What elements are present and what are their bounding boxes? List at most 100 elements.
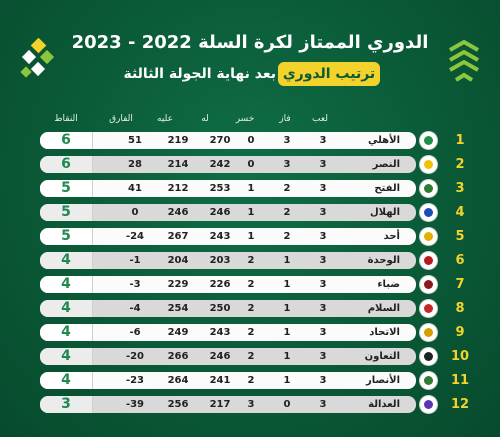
cell-won: 1 xyxy=(283,303,291,314)
cell-team: الوحدة xyxy=(367,255,400,266)
rank-number: 11 xyxy=(450,373,470,388)
cell-for: 226 xyxy=(209,279,231,290)
cell-against: 256 xyxy=(167,399,189,410)
header-won: فاز xyxy=(279,114,291,124)
cell-diff: -20 xyxy=(125,351,145,362)
points-box xyxy=(40,348,93,365)
rank-number: 12 xyxy=(450,397,470,412)
cell-lost: 2 xyxy=(247,327,255,338)
cell-played: 3 xyxy=(319,279,327,290)
cell-diff: 51 xyxy=(128,135,142,146)
table-row: 4 -6 249 243 2 1 3 الاتحاد xyxy=(40,324,416,341)
cell-for: 270 xyxy=(209,135,231,146)
cell-won: 2 xyxy=(283,207,291,218)
header-lost: خسر xyxy=(235,114,255,124)
rank-number: 3 xyxy=(455,181,465,196)
cell-team: العدالة xyxy=(368,399,400,410)
cell-lost: 2 xyxy=(247,279,255,290)
standings-badge: ترتيب الدوري xyxy=(278,62,380,86)
points-box xyxy=(40,276,93,293)
rank-number: 5 xyxy=(455,229,465,244)
cell-lost: 1 xyxy=(247,207,255,218)
team-logo-icon xyxy=(420,252,437,269)
cell-points: 4 xyxy=(61,252,71,268)
header-played: لعب xyxy=(312,114,328,124)
cell-for: 246 xyxy=(209,351,231,362)
rank-number: 10 xyxy=(450,349,470,364)
cell-won: 3 xyxy=(283,159,291,170)
cell-against: 254 xyxy=(167,303,189,314)
cell-for: 253 xyxy=(209,183,231,194)
table-row: 4 -20 266 246 2 1 3 التعاون xyxy=(40,348,416,365)
cell-played: 3 xyxy=(319,255,327,266)
cell-played: 3 xyxy=(319,375,327,386)
cell-for: 243 xyxy=(209,231,231,242)
team-logo-icon xyxy=(420,348,437,365)
diamond-cluster-icon xyxy=(20,38,55,78)
header-against: عليه xyxy=(157,114,173,124)
cell-won: 1 xyxy=(283,255,291,266)
cell-lost: 0 xyxy=(247,159,255,170)
rank-number: 2 xyxy=(455,157,465,172)
cell-played: 3 xyxy=(319,159,327,170)
table-row: 4 -1 204 203 2 1 3 الوحدة xyxy=(40,252,416,269)
points-box xyxy=(40,372,93,389)
cell-against: 267 xyxy=(167,231,189,242)
cell-won: 3 xyxy=(283,135,291,146)
cell-for: 203 xyxy=(209,255,231,266)
table-row: 4 -4 254 250 2 1 3 السلام xyxy=(40,300,416,317)
points-box xyxy=(40,396,93,413)
points-box xyxy=(40,252,93,269)
cell-lost: 2 xyxy=(247,303,255,314)
points-box xyxy=(40,132,93,149)
cell-points: 4 xyxy=(61,372,71,388)
cell-against: 249 xyxy=(167,327,189,338)
header-points: النقاط xyxy=(54,114,78,124)
rank-number: 6 xyxy=(455,253,465,268)
page-title: الدوري الممتاز لكرة السلة 2022 - 2023 xyxy=(71,32,429,53)
table-row: 5 -24 267 243 1 2 3 أحد xyxy=(40,228,416,245)
cell-for: 241 xyxy=(209,375,231,386)
cell-team: أحد xyxy=(383,231,400,242)
cell-against: 246 xyxy=(167,207,189,218)
cell-diff: -1 xyxy=(129,255,141,266)
cell-against: 204 xyxy=(167,255,189,266)
cell-points: 3 xyxy=(61,396,71,412)
cell-lost: 0 xyxy=(247,135,255,146)
cell-team: النصر xyxy=(372,159,400,170)
cell-diff: -24 xyxy=(125,231,145,242)
table-row: 4 -3 229 226 2 1 3 ضباء xyxy=(40,276,416,293)
cell-for: 243 xyxy=(209,327,231,338)
cell-for: 250 xyxy=(209,303,231,314)
cell-points: 4 xyxy=(61,300,71,316)
round-subtitle: بعد نهاية الجولة الثالثة xyxy=(123,66,276,82)
cell-points: 4 xyxy=(61,276,71,292)
team-logo-icon xyxy=(420,300,437,317)
chevron-tree-icon xyxy=(449,40,479,82)
cell-points: 6 xyxy=(61,156,71,172)
cell-team: الأنصار xyxy=(366,375,400,386)
team-logo-icon xyxy=(420,396,437,413)
cell-diff: -23 xyxy=(125,375,145,386)
cell-won: 1 xyxy=(283,351,291,362)
cell-played: 3 xyxy=(319,399,327,410)
cell-won: 1 xyxy=(283,327,291,338)
cell-lost: 2 xyxy=(247,351,255,362)
table-row: 4 -23 264 241 2 1 3 الأنصار xyxy=(40,372,416,389)
table-row: 3 -39 256 217 3 0 3 العدالة xyxy=(40,396,416,413)
header-diff: الفارق xyxy=(109,114,133,124)
points-box xyxy=(40,228,93,245)
team-logo-icon xyxy=(420,228,437,245)
subtitle-row: ترتيب الدوري بعد نهاية الجولة الثالثة xyxy=(0,62,500,88)
cell-against: 264 xyxy=(167,375,189,386)
table-row: 5 41 212 253 1 2 3 الفتح xyxy=(40,180,416,197)
cell-lost: 2 xyxy=(247,375,255,386)
cell-diff: 41 xyxy=(128,183,142,194)
cell-diff: 0 xyxy=(131,207,139,218)
table-row: 6 51 219 270 0 3 3 الأهلي xyxy=(40,132,416,149)
cell-diff: 28 xyxy=(128,159,142,170)
cell-for: 246 xyxy=(209,207,231,218)
cell-played: 3 xyxy=(319,135,327,146)
cell-won: 1 xyxy=(283,279,291,290)
cell-against: 266 xyxy=(167,351,189,362)
